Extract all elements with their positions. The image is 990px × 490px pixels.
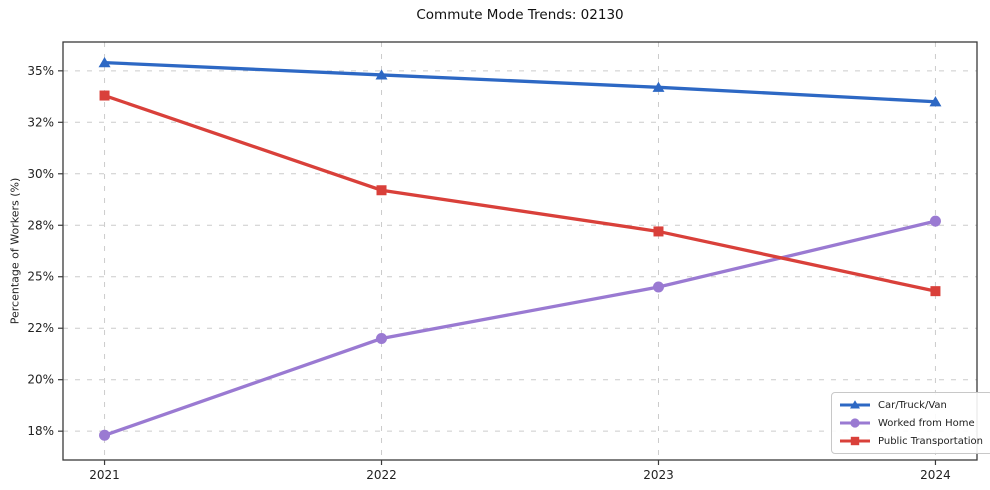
y-tick-label: 18% bbox=[27, 424, 54, 438]
y-tick-label: 30% bbox=[27, 167, 54, 181]
chart-title: Commute Mode Trends: 02130 bbox=[416, 7, 624, 23]
y-tick-label: 22% bbox=[27, 321, 54, 335]
series-marker bbox=[929, 96, 942, 107]
series-line bbox=[102, 93, 938, 293]
plot-border bbox=[62, 41, 978, 461]
x-tick-label: 2023 bbox=[643, 468, 674, 482]
series-marker bbox=[99, 429, 111, 441]
series-marker bbox=[375, 69, 388, 80]
series-line bbox=[102, 219, 938, 437]
legend-swatch-square-icon bbox=[840, 436, 870, 446]
legend-label: Public Transportation bbox=[878, 435, 983, 447]
y-tick-label: 35% bbox=[27, 64, 54, 78]
y-tick-label: 32% bbox=[27, 115, 54, 129]
legend-swatch-circle-icon bbox=[840, 418, 870, 428]
x-tick-label: 2021 bbox=[89, 468, 120, 482]
legend-label: Worked from Home bbox=[878, 417, 975, 429]
series-marker bbox=[652, 281, 664, 293]
series-marker bbox=[376, 333, 388, 345]
x-tick-label: 2024 bbox=[920, 468, 951, 482]
series-marker bbox=[376, 185, 387, 196]
series-marker bbox=[98, 56, 111, 68]
series-marker bbox=[652, 81, 665, 92]
x-tick-label: 2022 bbox=[366, 468, 397, 482]
legend-item: Car/Truck/Van bbox=[839, 398, 983, 412]
y-tick-label: 28% bbox=[27, 218, 54, 232]
legend-swatch-triangle-icon bbox=[840, 400, 870, 409]
series-marker bbox=[99, 90, 110, 101]
legend: Car/Truck/Van Worked from Home Public Tran… bbox=[831, 392, 990, 454]
y-tick-label: 25% bbox=[27, 270, 54, 284]
series-marker bbox=[930, 286, 941, 297]
series-marker bbox=[653, 226, 664, 237]
legend-label: Car/Truck/Van bbox=[878, 399, 947, 411]
series-marker bbox=[929, 215, 941, 227]
legend-item: Worked from Home bbox=[839, 416, 983, 430]
series-line bbox=[102, 60, 938, 104]
y-tick-label: 20% bbox=[27, 373, 54, 387]
legend-item: Public Transportation bbox=[839, 434, 983, 448]
